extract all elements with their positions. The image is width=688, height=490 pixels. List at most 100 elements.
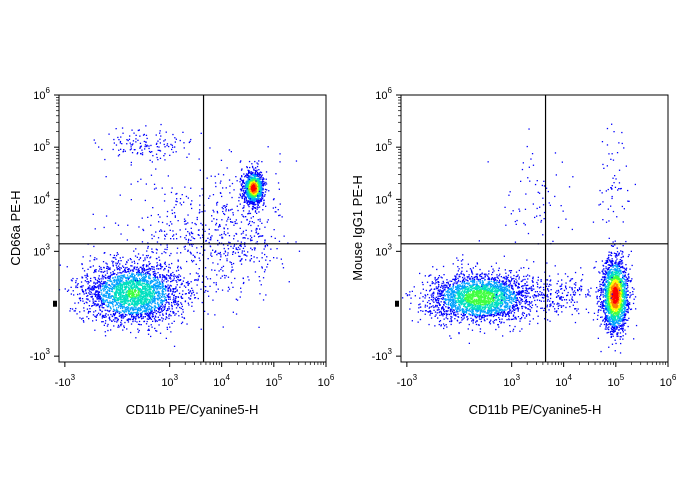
event-dot (171, 308, 173, 310)
event-dot (254, 271, 257, 273)
event-dot (125, 296, 127, 298)
event-dot (249, 178, 251, 180)
event-dot (118, 283, 120, 285)
event-dot (243, 206, 245, 209)
event-dot (250, 258, 253, 260)
event-dot (184, 245, 186, 247)
event-dot (147, 282, 149, 284)
event-dot (134, 297, 137, 299)
event-dot (127, 281, 129, 283)
event-dot (145, 280, 147, 282)
event-dot (242, 195, 244, 198)
event-dot (91, 293, 93, 295)
event-dot (116, 286, 118, 289)
event-dot (254, 172, 256, 174)
event-dot (261, 193, 264, 195)
event-dot (175, 287, 177, 290)
event-dot (474, 276, 477, 278)
event-dot (143, 267, 145, 270)
event-dot (160, 265, 162, 267)
event-dot (183, 246, 185, 248)
event-dot (105, 320, 107, 322)
event-dot (115, 299, 118, 301)
event-dot (104, 335, 107, 337)
event-dot (145, 294, 148, 296)
event-dot (148, 291, 150, 293)
event-dot (85, 290, 87, 292)
event-dot (140, 309, 142, 311)
event-dot (160, 305, 162, 307)
event-dot (107, 293, 110, 295)
event-dot (148, 150, 151, 153)
event-dot (114, 314, 116, 316)
event-dot (141, 277, 144, 279)
event-dot (195, 279, 198, 281)
event-dot (114, 278, 116, 281)
event-dot (255, 190, 258, 192)
event-dot (171, 302, 173, 304)
event-dot (251, 239, 253, 241)
event-dot (224, 250, 226, 252)
event-dot (127, 307, 129, 309)
event-dot (115, 294, 117, 296)
event-dot (264, 226, 266, 228)
event-dot (281, 216, 283, 218)
event-dot (244, 192, 246, 194)
event-dot (123, 298, 125, 300)
event-dot (162, 296, 164, 298)
event-dot (143, 301, 145, 303)
event-dot (196, 251, 198, 254)
event-dot (155, 134, 157, 136)
event-dot (117, 299, 120, 302)
event-dot (127, 285, 130, 287)
event-dot (248, 187, 250, 189)
event-dot (122, 256, 124, 258)
event-dot (107, 294, 109, 296)
event-dot (260, 182, 262, 184)
event-dot (242, 187, 244, 189)
event-dot (133, 305, 135, 307)
event-dot (146, 320, 148, 323)
event-dot (183, 201, 185, 203)
event-dot (240, 241, 242, 243)
event-dot (249, 184, 251, 186)
event-dot (131, 295, 133, 298)
event-dot (163, 295, 166, 297)
event-dot (252, 174, 254, 176)
event-dot (107, 289, 109, 291)
event-dot (125, 271, 127, 273)
event-dot (185, 293, 187, 295)
event-dot (156, 289, 158, 291)
event-dot (145, 298, 147, 300)
event-dot (149, 295, 151, 297)
event-dot (168, 286, 170, 288)
event-dot (108, 295, 110, 297)
event-dot (168, 303, 170, 305)
event-dot (187, 231, 189, 233)
event-dot (151, 281, 153, 283)
event-dot (190, 227, 192, 229)
event-dot (249, 181, 251, 183)
event-dot (221, 275, 223, 277)
event-dot (251, 208, 254, 211)
event-dot (201, 301, 203, 304)
event-dot (94, 270, 96, 273)
event-dot (136, 286, 138, 288)
event-dot (168, 224, 170, 227)
event-dot (245, 259, 247, 261)
event-dot (89, 293, 91, 295)
event-dot (458, 268, 460, 270)
event-dot (122, 284, 124, 286)
event-dot (102, 300, 104, 302)
event-dot (124, 321, 126, 324)
event-dot (125, 306, 127, 309)
event-dot (256, 208, 258, 210)
event-dot (126, 266, 128, 269)
event-dot (187, 222, 189, 224)
event-dot (233, 238, 235, 240)
event-dot (231, 266, 233, 268)
event-dot (130, 312, 132, 314)
event-dot (200, 132, 202, 134)
event-dot (107, 275, 109, 278)
event-dot (263, 202, 265, 204)
